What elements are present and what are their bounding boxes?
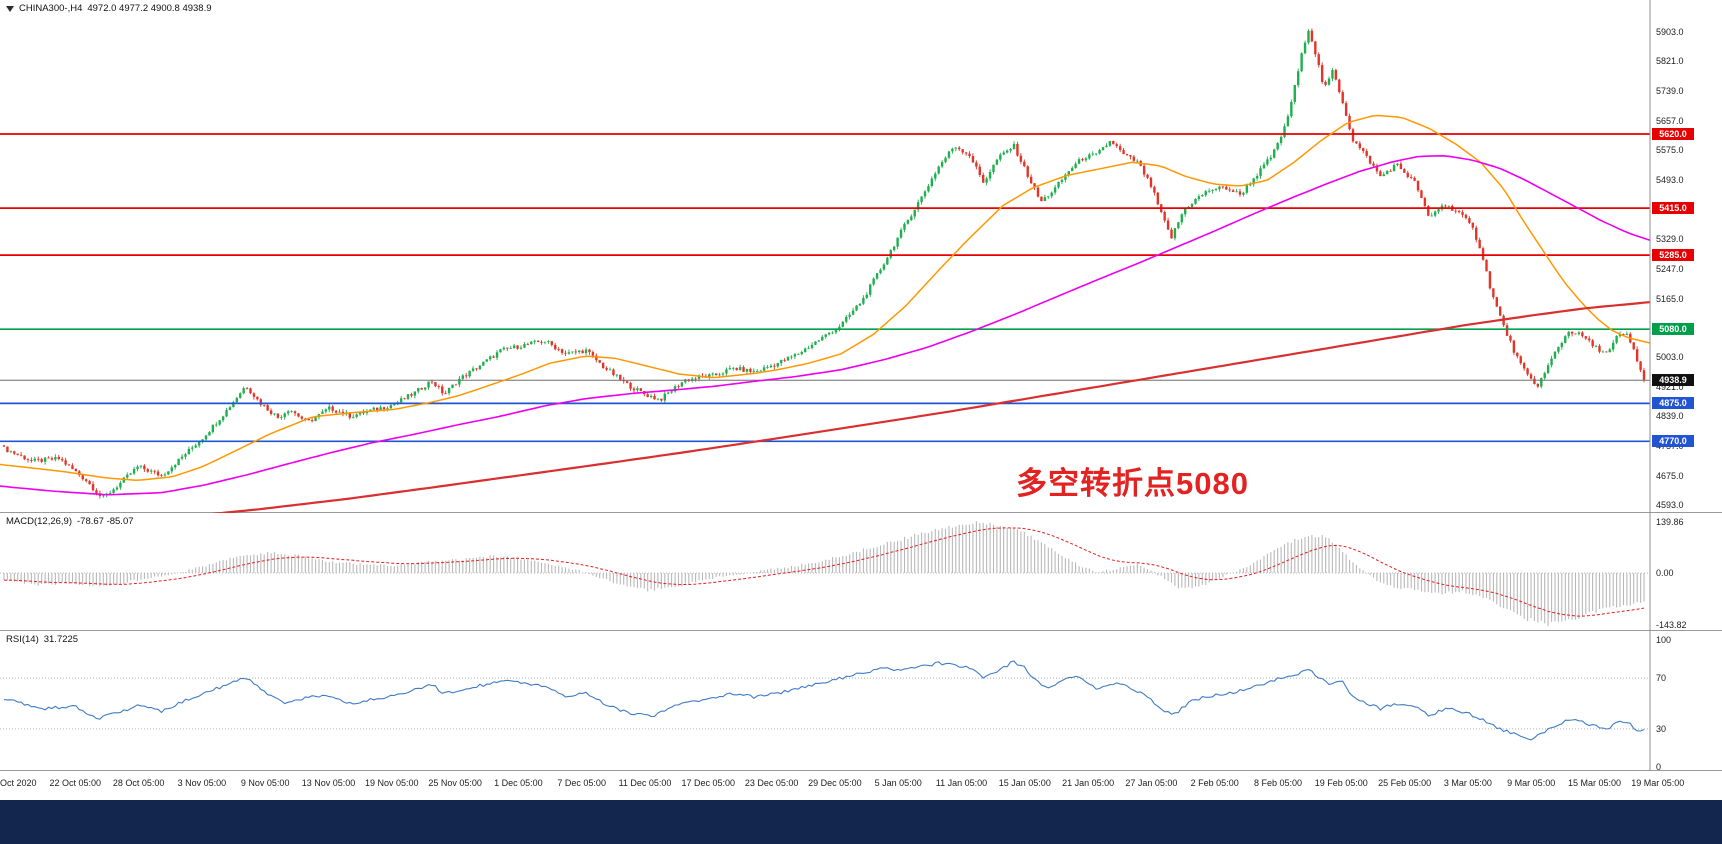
- annotation-text: 多空转折点5080: [1016, 466, 1249, 501]
- time-axis-label: 8 Feb 05:00: [1253, 778, 1303, 788]
- price-chart-canvas[interactable]: [0, 0, 1722, 513]
- time-axis-label: 11 Dec 05:00: [618, 778, 672, 788]
- symbol-period-label: CHINA300-,H4: [19, 3, 83, 14]
- time-axis-label: 3 Mar 05:00: [1443, 778, 1492, 788]
- price-axis-label: 5739.0: [1656, 86, 1684, 96]
- rsi-axis-label: 30: [1656, 723, 1667, 734]
- time-axis-label: 19 Nov 05:00: [365, 778, 419, 788]
- price-axis-label: 4593.0: [1656, 500, 1684, 511]
- macd-values-label: -78.67 -85.07: [77, 516, 134, 527]
- current-price-badge: 4938.9: [1652, 374, 1694, 387]
- time-axis-label: 23 Dec 05:00: [744, 778, 799, 788]
- time-axis-label: 28 Oct 05:00: [112, 778, 165, 788]
- level-badge-5285.0: 5285.0: [1652, 249, 1694, 262]
- price-axis-label: 5821.0: [1656, 56, 1684, 67]
- time-axis-label: 17 Dec 05:00: [681, 778, 736, 788]
- level-badge-4875.0: 4875.0: [1652, 397, 1694, 410]
- time-axis-label: 5 Jan 05:00: [874, 778, 922, 788]
- macd-axis-label: 139.86: [1656, 517, 1684, 528]
- price-axis-label: 5329.0: [1656, 234, 1684, 245]
- price-axis-label: 4839.0: [1656, 411, 1684, 422]
- level-badge-5415.0: 5415.0: [1652, 202, 1694, 215]
- time-axis-label: 9 Mar 05:00: [1507, 778, 1556, 788]
- rsi-axis-label: 0: [1656, 762, 1662, 772]
- time-axis-label: 13 Nov 05:00: [301, 778, 356, 788]
- time-axis-label: 29 Dec 05:00: [808, 778, 862, 788]
- price-axis-label: 5657.0: [1656, 115, 1684, 126]
- time-axis-label: 9 Nov 05:00: [240, 778, 290, 788]
- ohlc-values-label: 4972.0 4977.2 4900.8 4938.9: [87, 3, 212, 14]
- time-axis-label: 22 Oct 05:00: [49, 778, 102, 788]
- price-axis-label: 5493.0: [1656, 174, 1684, 185]
- symbol-info-line: CHINA300-,H4 4972.0 4977.2 4900.8 4938.9: [6, 3, 212, 14]
- time-axis-label: 25 Nov 05:00: [428, 778, 482, 788]
- macd-info-line: MACD(12,26,9) -78.67 -85.07: [6, 516, 134, 527]
- time-axis-label: 19 Mar 05:00: [1631, 778, 1685, 788]
- time-axis-label: 27 Jan 05:00: [1125, 778, 1178, 788]
- level-badge-5080.0: 5080.0: [1652, 323, 1694, 336]
- time-axis-label: 25 Feb 05:00: [1378, 778, 1432, 788]
- price-axis-label: 4921.0: [1656, 381, 1684, 392]
- price-axis-label: 5247.0: [1656, 263, 1684, 274]
- time-axis-label: 2 Feb 05:00: [1190, 778, 1239, 788]
- time-axis-label: 3 Nov 05:00: [177, 778, 227, 788]
- chart-caret-icon[interactable]: [6, 5, 14, 12]
- price-axis-label: 5903.0: [1656, 26, 1684, 37]
- time-axis-label: 21 Jan 05:00: [1062, 778, 1115, 788]
- price-axis-label: 4675.0: [1656, 470, 1684, 481]
- time-axis-label: 1 Dec 05:00: [494, 778, 543, 788]
- price-axis-label: 5165.0: [1656, 293, 1684, 304]
- time-axis-label: 15 Mar 05:00: [1567, 778, 1622, 788]
- price-axis-label: 5575.0: [1656, 145, 1684, 156]
- time-axis-label: 16 Oct 2020: [0, 778, 37, 788]
- macd-panel: MACD(12,26,9) -78.67 -85.07 139.86 0.00 -1…: [0, 513, 1722, 631]
- rsi-axis-label: 100: [1656, 635, 1672, 645]
- macd-axis-label: -143.82: [1656, 620, 1687, 631]
- rsi-title-label: RSI(14): [6, 634, 39, 645]
- macd-axis-label: 0.00: [1656, 568, 1674, 578]
- level-badge-4770.0: 4770.0: [1652, 435, 1694, 448]
- time-axis-label: 19 Feb 05:00: [1314, 778, 1368, 788]
- macd-title-label: MACD(12,26,9): [6, 516, 72, 527]
- time-axis-label: 15 Jan 05:00: [998, 778, 1051, 788]
- time-axis-label: 11 Jan 05:00: [935, 778, 988, 788]
- rsi-chart-canvas[interactable]: [0, 631, 1722, 771]
- time-axis-label: 7 Dec 05:00: [557, 778, 606, 788]
- time-axis[interactable]: 16 Oct 2020 22 Oct 05:00 28 Oct 05:00 3 Nov…: [0, 772, 1722, 800]
- bottom-bar: [0, 800, 1722, 844]
- level-badge-5620.0: 5620.0: [1652, 128, 1694, 141]
- rsi-panel: RSI(14) 31.7225 100 70 30 0: [0, 631, 1722, 772]
- price-axis-label: 5003.0: [1656, 352, 1684, 363]
- rsi-value-label: 31.7225: [43, 634, 79, 645]
- price-panel: CHINA300-,H4 4972.0 4977.2 4900.8 4938.9…: [0, 0, 1722, 513]
- rsi-axis-label: 70: [1656, 673, 1667, 684]
- rsi-info-line: RSI(14) 31.7225: [6, 634, 78, 645]
- macd-chart-canvas[interactable]: [0, 513, 1722, 631]
